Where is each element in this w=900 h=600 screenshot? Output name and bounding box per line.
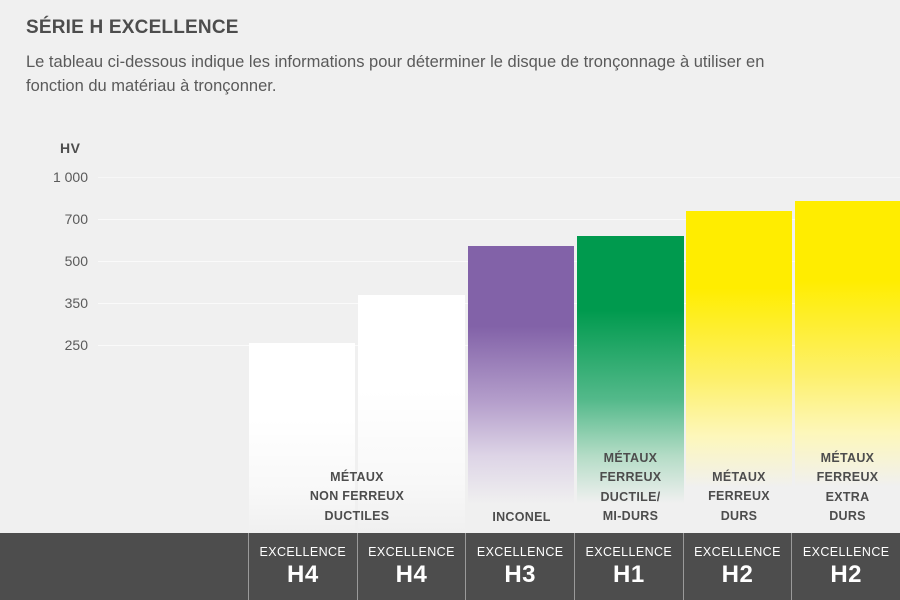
category-label-line: MÉTAUX xyxy=(820,451,875,465)
y-tick-700: 700 xyxy=(64,211,88,227)
category-label-line: INCONEL xyxy=(492,510,551,524)
excellence-label: EXCELLENCE xyxy=(802,545,890,560)
grade-cell-2[interactable]: EXCELLENCE H4 xyxy=(356,533,466,600)
bar-fill xyxy=(468,246,574,533)
y-tick-250: 250 xyxy=(64,337,88,353)
grade-value: H2 xyxy=(830,561,863,589)
category-label-line: DURS xyxy=(720,508,758,523)
category-label-ferreux-extra-durs: MÉTAUX FERREUX EXTRA DURS xyxy=(795,449,900,527)
grade-value: H4 xyxy=(286,561,319,589)
grade-cell-5[interactable]: EXCELLENCE H2 xyxy=(682,533,792,600)
category-label-line: MÉTAUX xyxy=(330,470,384,484)
category-label-line: EXTRA xyxy=(825,489,870,504)
y-tick-350: 350 xyxy=(64,295,88,311)
bar-series xyxy=(249,201,900,533)
grade-value: H4 xyxy=(395,561,428,589)
bar-fill xyxy=(358,295,465,533)
bar-ferreux-extra-durs xyxy=(795,201,900,533)
category-label-line: MI-DURS xyxy=(602,509,659,524)
excellence-label: EXCELLENCE xyxy=(694,545,781,560)
grade-value: H1 xyxy=(613,561,645,589)
category-label-line: FERREUX xyxy=(708,489,770,504)
grade-strip-spacer xyxy=(0,533,248,600)
category-label-line: NON FERREUX xyxy=(309,489,405,504)
category-label-line: FERREUX xyxy=(599,470,662,485)
y-axis-unit-label: HV xyxy=(60,140,81,156)
bar-fill xyxy=(795,201,900,533)
excellence-label: EXCELLENCE xyxy=(476,545,564,560)
bar-fill xyxy=(249,343,355,533)
category-label-line: MÉTAUX xyxy=(712,470,766,484)
grade-cell-4[interactable]: EXCELLENCE H1 xyxy=(574,533,683,600)
excellence-label: EXCELLENCE xyxy=(259,545,347,560)
bar-non-ferreux-ductiles-350 xyxy=(358,295,465,533)
excellence-label: EXCELLENCE xyxy=(368,545,455,560)
bar-non-ferreux-ductiles-250 xyxy=(249,343,355,533)
category-label-non-ferreux-ductiles: MÉTAUX NON FERREUX DUCTILES xyxy=(249,468,465,526)
bar-ferreux-durs xyxy=(686,211,792,533)
category-label-line: DUCTILES xyxy=(324,508,390,523)
page-title: SÉRIE H EXCELLENCE xyxy=(26,17,239,38)
grade-cell-6[interactable]: EXCELLENCE H2 xyxy=(791,533,900,600)
hardness-bar-chart: HV 1 000 700 500 350 250 xyxy=(52,140,900,533)
category-label-ferreux-durs: MÉTAUX FERREUX DURS xyxy=(686,468,792,526)
grade-strip: EXCELLENCE H4 EXCELLENCE H4 EXCELLENCE H… xyxy=(0,533,900,600)
page-subtitle: Le tableau ci-dessous indique les inform… xyxy=(26,52,765,95)
grade-value: H2 xyxy=(721,561,754,589)
gridline-1000 xyxy=(98,177,900,178)
header: SÉRIE H EXCELLENCE Le tableau ci-dessous… xyxy=(26,17,866,99)
category-label-line: MÉTAUX xyxy=(603,451,658,465)
category-label-inconel: INCONEL xyxy=(468,508,575,527)
gridline-700 xyxy=(98,219,900,220)
category-label-line: DURS xyxy=(829,509,866,524)
category-label-ferreux-ductile-mi-durs: MÉTAUX FERREUX DUCTILE/ MI-DURS xyxy=(577,449,684,527)
y-tick-500: 500 xyxy=(64,253,88,269)
category-label-line: DUCTILE/ xyxy=(600,489,661,504)
category-label-line: FERREUX xyxy=(816,470,879,485)
grade-cell-1[interactable]: EXCELLENCE H4 xyxy=(248,533,357,600)
bar-fill xyxy=(577,236,684,533)
grade-value: H3 xyxy=(504,561,537,589)
excellence-label: EXCELLENCE xyxy=(585,545,673,560)
bar-ferreux-ductile-mi-durs xyxy=(577,236,684,533)
bar-fill xyxy=(686,211,792,533)
grade-cell-3[interactable]: EXCELLENCE H3 xyxy=(465,533,574,600)
bar-inconel xyxy=(468,246,574,533)
y-tick-1000: 1 000 xyxy=(52,169,88,185)
